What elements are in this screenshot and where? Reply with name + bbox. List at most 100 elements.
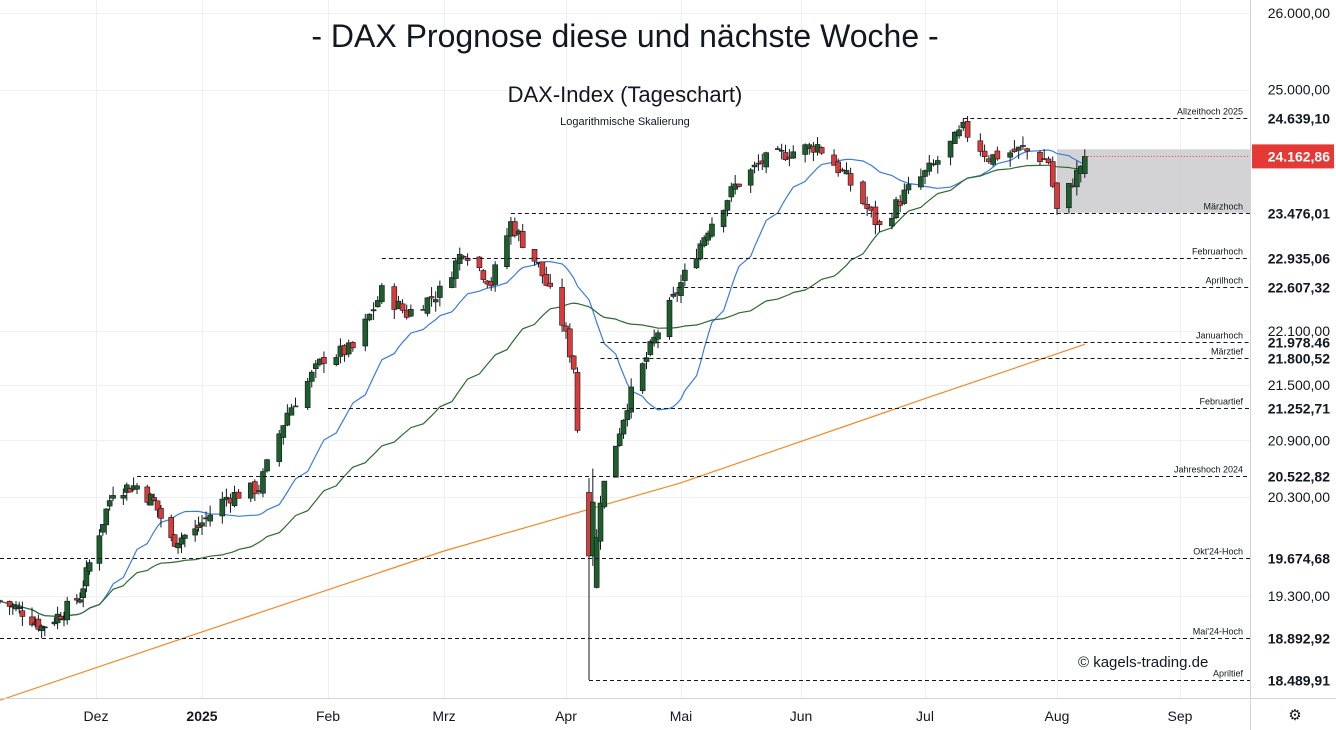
- candle-up: [597, 502, 604, 542]
- level-label: 21.800,52: [1268, 351, 1330, 367]
- level-label-bg: [1252, 202, 1334, 225]
- candle-down: [847, 173, 854, 186]
- candle-up: [453, 260, 459, 279]
- candle-up: [643, 357, 650, 362]
- candle-down: [195, 524, 202, 528]
- x-tick-label: Dez: [84, 708, 109, 724]
- candle-down: [127, 488, 133, 493]
- sma200-line: [0, 343, 1085, 701]
- candle-up: [333, 357, 340, 365]
- candle-up: [647, 341, 654, 355]
- candle-up: [424, 297, 431, 314]
- candle-up: [590, 501, 596, 557]
- candle-up: [1066, 182, 1072, 209]
- candle-up: [624, 410, 631, 420]
- gear-icon[interactable]: ⚙: [1288, 707, 1302, 724]
- candle-up: [308, 371, 315, 382]
- candle-down: [1054, 182, 1060, 209]
- candle-up: [492, 264, 498, 285]
- x-tick-label: Feb: [316, 708, 340, 724]
- candle-up: [778, 149, 785, 152]
- candle-up: [432, 299, 439, 303]
- sma50-line: [0, 164, 1085, 618]
- candle-down: [321, 356, 327, 364]
- candle-up: [697, 243, 704, 260]
- candle-up: [182, 534, 188, 539]
- scale-note: Logarithmische Skalierung: [560, 116, 690, 128]
- x-tick-label: Apr: [555, 708, 577, 724]
- candle-down: [171, 534, 178, 547]
- candle-down: [1037, 151, 1043, 163]
- candle-up: [38, 625, 45, 631]
- candle-up: [280, 425, 287, 438]
- candle-up: [276, 433, 283, 462]
- candle-up: [96, 535, 103, 564]
- candle-up: [926, 162, 933, 172]
- candle-down: [835, 161, 842, 174]
- candle-down: [168, 516, 175, 539]
- level-label: 22.935,06: [1268, 251, 1330, 267]
- candle-up: [199, 522, 205, 527]
- candle-down: [29, 616, 35, 626]
- candle-up: [774, 148, 781, 150]
- candle-up: [16, 606, 23, 609]
- candle-up: [724, 200, 731, 211]
- candle-up: [345, 342, 352, 355]
- candle-up: [678, 282, 684, 296]
- candle-up: [889, 217, 895, 227]
- candle-up: [1007, 152, 1013, 158]
- candle-down: [476, 256, 483, 269]
- level-name: Allzeithoch 2025: [1177, 107, 1243, 117]
- candle-up: [651, 336, 657, 344]
- level-name: Februartief: [1199, 397, 1243, 407]
- candle-up: [207, 514, 213, 522]
- candle-up: [260, 471, 266, 494]
- candle-up: [593, 537, 600, 588]
- candle-up: [120, 495, 127, 499]
- candle-down: [531, 249, 538, 262]
- chart-title: - DAX Prognose diese und nächste Woche -: [311, 18, 939, 54]
- candle-up: [106, 500, 113, 507]
- candle-up: [956, 129, 962, 137]
- y-tick-label: 26.000,00: [1268, 5, 1330, 21]
- candle-up: [628, 386, 634, 413]
- candle-up: [100, 524, 106, 533]
- x-tick-label: Mai: [670, 708, 693, 724]
- x-tick-label: Aug: [1045, 708, 1070, 724]
- y-tick-label: 20.300,00: [1268, 489, 1330, 505]
- candle-down: [1020, 145, 1026, 147]
- candle-up: [134, 485, 140, 490]
- candle-up: [682, 269, 688, 281]
- level-label: 18.489,91: [1268, 673, 1330, 689]
- level-label: 19.674,68: [1268, 551, 1330, 567]
- candle-down: [547, 282, 554, 287]
- candle-up: [947, 140, 954, 158]
- candle-up: [620, 419, 627, 435]
- y-tick-label: 20.900,00: [1268, 432, 1330, 448]
- candle-up: [613, 445, 619, 478]
- candle-down: [460, 255, 467, 258]
- level-label-bg: [1252, 247, 1334, 270]
- candle-up: [616, 433, 623, 446]
- candle-down: [154, 500, 161, 511]
- level-name: Okt'24-Hoch: [1193, 547, 1243, 557]
- level-name: Märztief: [1211, 347, 1244, 357]
- candle-down: [872, 206, 879, 226]
- candle-up: [374, 300, 381, 308]
- resistance-zone: [1057, 149, 1250, 213]
- candle-down: [428, 296, 435, 299]
- candle-down: [1049, 161, 1056, 187]
- level-label: 23.476,01: [1268, 206, 1330, 222]
- x-tick-label: Mrz: [432, 708, 455, 724]
- candle-up: [705, 232, 711, 241]
- candle-up: [601, 480, 608, 508]
- candle-up: [219, 498, 226, 517]
- y-tick-label: 22.100,00: [1268, 323, 1330, 339]
- candle-up: [175, 542, 181, 549]
- level-name: Aprilhoch: [1205, 276, 1243, 286]
- candle-down: [994, 150, 1001, 160]
- candle-down: [1045, 158, 1052, 164]
- candle-down: [567, 328, 573, 358]
- candle-up: [192, 528, 198, 536]
- candle-up: [918, 176, 924, 188]
